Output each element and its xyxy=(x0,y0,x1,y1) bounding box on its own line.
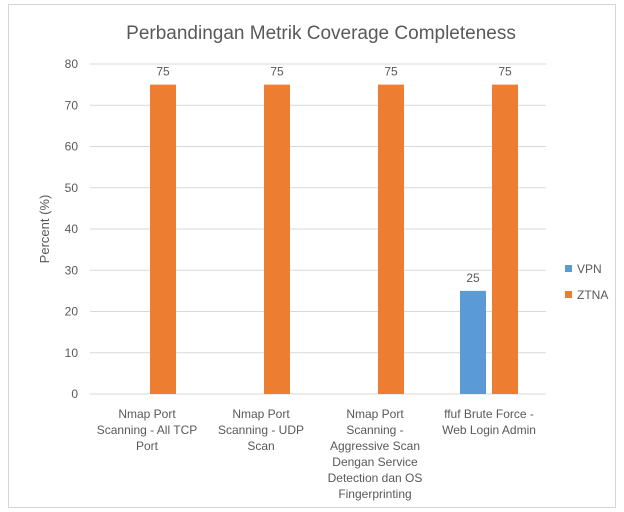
bar-ztna-4 xyxy=(492,84,518,394)
bars xyxy=(150,84,518,394)
category-label: Web Login Admin xyxy=(442,423,536,437)
y-tick-label: 50 xyxy=(65,181,79,195)
category-label: Scanning - All TCP xyxy=(97,423,198,437)
data-label-ztna-1: 75 xyxy=(156,65,170,79)
legend-label-ztna: ZTNA xyxy=(577,288,608,302)
y-tick-label: 10 xyxy=(65,346,79,360)
y-tick-label: 30 xyxy=(65,263,79,277)
category-labels: Nmap Port Scanning - All TCP Port Nmap Port… xyxy=(97,407,536,501)
bar-ztna-3 xyxy=(378,84,404,394)
category-label: Scanning - UDP xyxy=(218,423,304,437)
data-label-ztna-2: 75 xyxy=(270,65,284,79)
bar-ztna-1 xyxy=(150,84,176,394)
category-label: Scan xyxy=(247,439,274,453)
legend-label-vpn: VPN xyxy=(577,262,602,276)
bar-chart: Perbandingan Metrik Coverage Completenes… xyxy=(37,23,608,501)
bar-ztna-2 xyxy=(264,84,290,394)
data-label-ztna-4: 75 xyxy=(498,65,512,79)
chart-frame: Perbandingan Metrik Coverage Completenes… xyxy=(8,4,616,508)
data-labels: 25 75 75 75 75 xyxy=(156,65,512,285)
y-tick-label: 70 xyxy=(65,98,79,112)
y-tick-label: 60 xyxy=(65,140,79,154)
y-tick-label: 40 xyxy=(65,222,79,236)
legend-swatch-ztna xyxy=(565,291,572,298)
category-label: Fingerprinting xyxy=(338,487,411,501)
category-label: Nmap Port xyxy=(118,407,176,421)
y-tick-labels: 0 10 20 30 40 50 60 70 80 xyxy=(65,57,79,401)
category-label: Aggressive Scan xyxy=(330,439,420,453)
category-label: Nmap Port xyxy=(232,407,290,421)
bar-vpn-4 xyxy=(460,290,486,394)
y-tick-label: 80 xyxy=(65,57,79,71)
category-label: Dengan Service xyxy=(332,455,418,469)
category-label: Detection dan OS xyxy=(328,471,423,485)
category-label: ffuf Brute Force - xyxy=(444,407,534,421)
category-label: Port xyxy=(136,439,159,453)
legend-swatch-vpn xyxy=(565,265,572,272)
chart-title: Perbandingan Metrik Coverage Completenes… xyxy=(126,23,516,44)
category-label: Nmap Port xyxy=(346,407,404,421)
legend: VPN ZTNA xyxy=(565,262,608,302)
y-axis-title: Percent (%) xyxy=(37,195,52,264)
y-tick-label: 0 xyxy=(71,387,78,401)
category-label: Scanning - xyxy=(346,423,403,437)
data-label-ztna-3: 75 xyxy=(384,65,398,79)
data-label-vpn-4: 25 xyxy=(466,271,480,285)
y-tick-label: 20 xyxy=(65,305,79,319)
